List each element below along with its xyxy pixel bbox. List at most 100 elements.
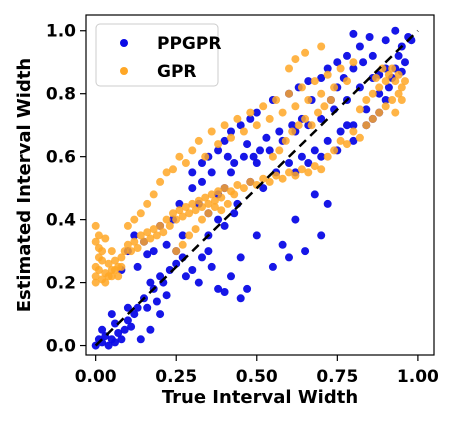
point-ppgpr bbox=[252, 231, 261, 240]
point-ppgpr bbox=[252, 108, 261, 117]
point-gpr bbox=[162, 215, 171, 224]
point-gpr bbox=[127, 247, 136, 256]
point-ppgpr bbox=[317, 231, 326, 240]
legend-marker-gpr bbox=[120, 67, 128, 75]
point-ppgpr bbox=[143, 250, 152, 259]
point-gpr bbox=[330, 83, 339, 92]
point-ppgpr bbox=[207, 262, 216, 271]
point-ppgpr bbox=[323, 64, 332, 73]
point-gpr bbox=[336, 64, 345, 73]
point-gpr bbox=[381, 77, 390, 86]
point-ppgpr bbox=[310, 190, 319, 199]
point-ppgpr bbox=[239, 152, 248, 161]
point-ppgpr bbox=[343, 121, 351, 130]
point-gpr bbox=[401, 77, 409, 86]
point-gpr bbox=[175, 152, 184, 161]
y-tick-label: 0.2 bbox=[46, 274, 76, 294]
point-ppgpr bbox=[230, 209, 239, 218]
point-gpr bbox=[375, 108, 384, 117]
point-gpr bbox=[181, 159, 190, 167]
point-gpr bbox=[114, 272, 123, 281]
legend-label-gpr: GPR bbox=[157, 62, 197, 82]
point-ppgpr bbox=[323, 199, 332, 208]
point-gpr bbox=[198, 203, 206, 211]
point-gpr bbox=[343, 77, 351, 86]
legend-label-ppgpr: PPGPR bbox=[157, 34, 221, 54]
point-gpr bbox=[207, 190, 216, 199]
point-gpr bbox=[217, 193, 226, 202]
point-gpr bbox=[297, 165, 306, 174]
point-ppgpr bbox=[343, 51, 351, 60]
point-ppgpr bbox=[123, 316, 132, 325]
point-ppgpr bbox=[111, 338, 119, 347]
point-gpr bbox=[223, 199, 232, 208]
point-ppgpr bbox=[146, 278, 155, 287]
point-ppgpr bbox=[120, 325, 129, 334]
point-ppgpr bbox=[394, 51, 403, 60]
point-gpr bbox=[178, 212, 187, 221]
y-tick-label: 1.0 bbox=[46, 22, 76, 42]
point-gpr bbox=[181, 203, 190, 211]
point-gpr bbox=[175, 206, 184, 215]
point-ppgpr bbox=[207, 168, 216, 177]
point-gpr bbox=[101, 278, 110, 287]
point-gpr bbox=[201, 152, 210, 161]
point-ppgpr bbox=[252, 159, 261, 167]
point-ppgpr bbox=[214, 146, 223, 155]
x-axis-label: True Interval Width bbox=[162, 387, 358, 408]
point-gpr bbox=[169, 209, 177, 218]
point-ppgpr bbox=[381, 96, 390, 104]
point-gpr bbox=[169, 165, 177, 174]
point-gpr bbox=[107, 247, 116, 256]
point-gpr bbox=[191, 225, 200, 234]
point-ppgpr bbox=[133, 262, 142, 271]
point-ppgpr bbox=[111, 319, 119, 328]
point-gpr bbox=[178, 240, 187, 249]
point-gpr bbox=[391, 77, 400, 86]
point-ppgpr bbox=[194, 278, 203, 287]
point-ppgpr bbox=[162, 291, 171, 300]
point-gpr bbox=[162, 168, 171, 177]
point-ppgpr bbox=[98, 325, 107, 334]
point-gpr bbox=[149, 225, 158, 234]
point-gpr bbox=[117, 253, 126, 262]
point-ppgpr bbox=[227, 272, 235, 281]
point-gpr bbox=[326, 96, 335, 104]
point-gpr bbox=[239, 127, 248, 136]
point-gpr bbox=[304, 168, 313, 177]
point-gpr bbox=[362, 121, 371, 130]
point-ppgpr bbox=[317, 152, 326, 161]
point-ppgpr bbox=[152, 297, 161, 306]
point-ppgpr bbox=[114, 329, 123, 337]
point-gpr bbox=[104, 259, 113, 268]
point-gpr bbox=[285, 89, 293, 98]
point-gpr bbox=[294, 121, 303, 130]
legend: PPGPR GPR bbox=[95, 23, 221, 87]
point-gpr bbox=[384, 70, 393, 79]
point-ppgpr bbox=[220, 221, 229, 230]
point-gpr bbox=[278, 174, 287, 183]
point-gpr bbox=[381, 102, 390, 111]
point-ppgpr bbox=[230, 159, 239, 167]
point-gpr bbox=[349, 127, 358, 136]
point-ppgpr bbox=[246, 114, 255, 123]
point-gpr bbox=[285, 64, 293, 73]
point-ppgpr bbox=[143, 303, 152, 312]
point-gpr bbox=[156, 221, 165, 230]
point-gpr bbox=[217, 206, 226, 215]
point-gpr bbox=[391, 108, 400, 117]
x-axis: 0.00 0.25 0.50 0.75 1.00 bbox=[75, 355, 439, 387]
point-gpr bbox=[297, 83, 306, 92]
point-gpr bbox=[111, 266, 119, 274]
point-gpr bbox=[165, 221, 174, 230]
point-gpr bbox=[233, 181, 242, 189]
point-gpr bbox=[91, 272, 100, 281]
point-ppgpr bbox=[198, 177, 206, 186]
point-ppgpr bbox=[256, 146, 264, 155]
point-gpr bbox=[172, 215, 181, 224]
point-ppgpr bbox=[349, 121, 358, 130]
point-gpr bbox=[330, 146, 339, 155]
point-gpr bbox=[233, 114, 242, 123]
point-ppgpr bbox=[304, 77, 313, 86]
